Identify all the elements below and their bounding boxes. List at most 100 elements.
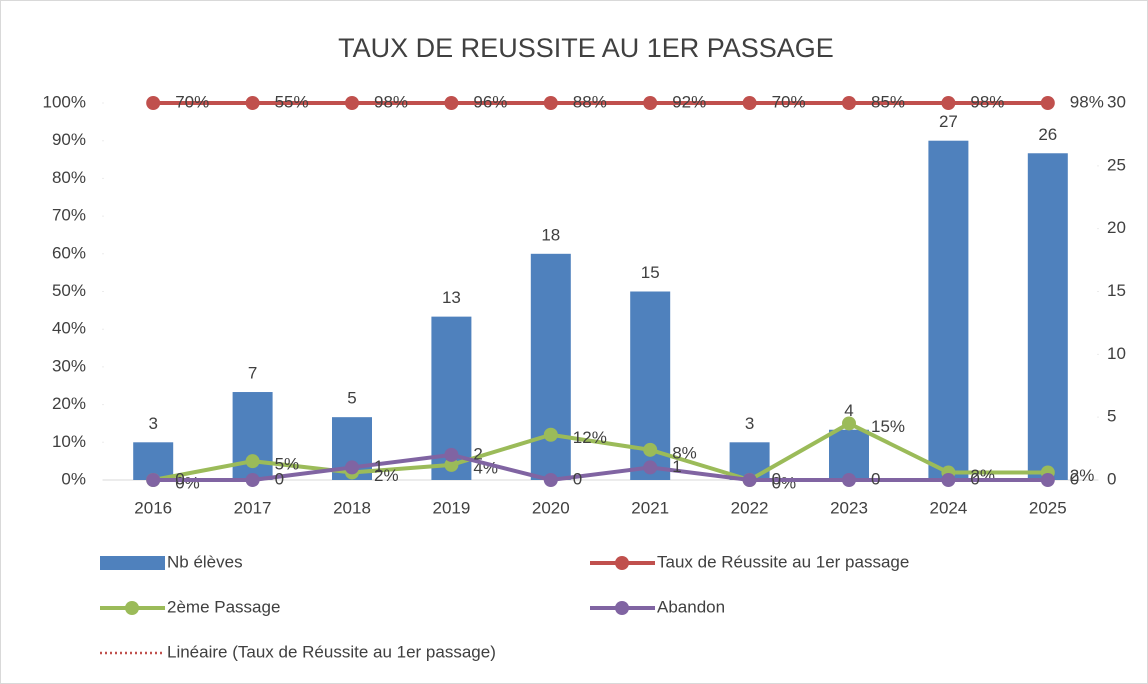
marker bbox=[444, 447, 459, 462]
legend-label: 2ème Passage bbox=[167, 597, 280, 616]
legend-marker bbox=[615, 556, 629, 570]
legend-label: Linéaire (Taux de Réussite au 1er passag… bbox=[167, 642, 496, 661]
line bbox=[152, 421, 1048, 483]
bar-label: 3 bbox=[148, 414, 157, 433]
data-label: 1 bbox=[374, 457, 383, 476]
data-label: 0 bbox=[772, 469, 781, 488]
bar-label: 3 bbox=[745, 414, 754, 433]
y-tick-label: 0% bbox=[61, 469, 86, 488]
marker bbox=[842, 96, 856, 110]
data-label: 98% bbox=[374, 92, 408, 111]
bar-label: 13 bbox=[442, 288, 461, 307]
data-label: 2 bbox=[473, 444, 482, 463]
legend-label: Nb élèves bbox=[167, 552, 243, 571]
data-label: 55% bbox=[275, 92, 309, 111]
y-tick-label: 10% bbox=[52, 432, 86, 451]
marker bbox=[643, 460, 658, 475]
marker bbox=[941, 473, 956, 487]
data-label: 96% bbox=[473, 92, 507, 111]
marker bbox=[842, 473, 856, 487]
x-tick-label: 2023 bbox=[830, 498, 868, 517]
bar bbox=[530, 253, 571, 480]
bar-label: 26 bbox=[1038, 125, 1057, 144]
x-tick-label: 2025 bbox=[1029, 498, 1067, 517]
marker bbox=[245, 473, 260, 487]
data-label: 85% bbox=[871, 92, 905, 111]
data-label: 70% bbox=[175, 92, 209, 111]
data-label: 2% bbox=[1070, 466, 1095, 485]
data-label: 98% bbox=[1070, 92, 1104, 111]
bar-label: 4 bbox=[844, 401, 853, 420]
bar-label: 18 bbox=[541, 225, 560, 244]
marker bbox=[245, 454, 260, 469]
chart-title: TAUX DE REUSSITE AU 1ER PASSAGE bbox=[338, 33, 834, 63]
marker bbox=[543, 473, 558, 487]
y-tick-label: 60% bbox=[52, 243, 86, 262]
y-tick-label: 100% bbox=[43, 92, 86, 111]
legend-label: Taux de Réussite au 1er passage bbox=[657, 552, 909, 571]
data-label: 0 bbox=[1070, 469, 1079, 488]
data-label: 0 bbox=[871, 469, 880, 488]
marker bbox=[742, 96, 757, 110]
data-label: 70% bbox=[772, 92, 806, 111]
marker bbox=[941, 96, 956, 110]
bar-label: 7 bbox=[248, 364, 257, 383]
y2-tick-label: 0 bbox=[1107, 469, 1116, 488]
x-tick-label: 2022 bbox=[731, 498, 769, 517]
y-tick-label: 80% bbox=[52, 168, 86, 187]
x-tick-label: 2024 bbox=[929, 498, 967, 517]
y-tick-label: 40% bbox=[52, 319, 86, 338]
bar-label: 5 bbox=[347, 389, 356, 408]
bar bbox=[928, 140, 969, 480]
marker bbox=[543, 96, 558, 110]
data-label: 5% bbox=[275, 455, 300, 474]
y-tick-label: 90% bbox=[52, 130, 86, 149]
legend-swatch bbox=[100, 556, 165, 570]
marker bbox=[146, 473, 161, 487]
marker bbox=[146, 96, 161, 110]
y2-tick-label: 10 bbox=[1107, 344, 1126, 363]
marker bbox=[444, 96, 459, 110]
marker bbox=[543, 427, 558, 442]
line bbox=[153, 452, 1048, 483]
data-label: 0 bbox=[175, 469, 184, 488]
y-tick-label: 20% bbox=[52, 394, 86, 413]
y2-tick-label: 20 bbox=[1107, 218, 1126, 237]
data-label: 92% bbox=[672, 92, 706, 111]
x-tick-label: 2017 bbox=[234, 498, 272, 517]
legend-label: Abandon bbox=[657, 597, 725, 616]
y-tick-label: 30% bbox=[52, 356, 86, 375]
bar-label: 15 bbox=[641, 263, 660, 282]
marker bbox=[444, 457, 459, 472]
data-label: 1 bbox=[672, 457, 681, 476]
bar bbox=[829, 429, 869, 480]
x-tick-label: 2016 bbox=[134, 498, 172, 517]
y-tick-label: 70% bbox=[52, 206, 86, 225]
x-tick-label: 2018 bbox=[333, 498, 371, 517]
marker bbox=[643, 96, 658, 110]
x-tick-label: 2020 bbox=[532, 498, 570, 517]
data-label: 98% bbox=[970, 92, 1004, 111]
y2-tick-label: 25 bbox=[1107, 155, 1126, 174]
legend-marker bbox=[125, 601, 139, 615]
marker bbox=[1040, 96, 1055, 110]
y-tick-label: 50% bbox=[52, 281, 86, 300]
legend-marker bbox=[615, 601, 629, 615]
marker bbox=[245, 96, 260, 110]
y2-tick-label: 15 bbox=[1107, 281, 1126, 300]
x-tick-label: 2019 bbox=[432, 498, 470, 517]
data-label: 0 bbox=[275, 469, 284, 488]
bar bbox=[1027, 153, 1068, 480]
data-label: 15% bbox=[871, 417, 905, 436]
data-label: 0 bbox=[970, 469, 979, 488]
data-label: 12% bbox=[573, 428, 607, 447]
marker bbox=[842, 416, 856, 431]
marker bbox=[742, 473, 757, 487]
bar-label: 27 bbox=[939, 112, 958, 131]
y2-tick-label: 5 bbox=[1107, 407, 1116, 426]
marker bbox=[345, 96, 359, 110]
data-label: 8% bbox=[672, 443, 697, 462]
x-tick-label: 2021 bbox=[631, 498, 669, 517]
